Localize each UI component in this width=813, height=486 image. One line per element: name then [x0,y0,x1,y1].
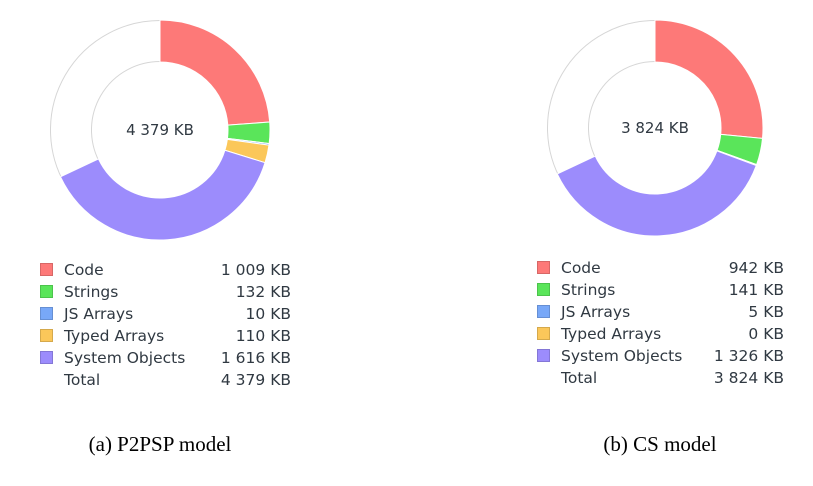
donut-chart-cs: 3 824 KB [547,19,764,237]
slice-code [159,19,271,126]
legend-total-value: 4 379 KB [220,371,291,389]
legend-label: Typed Arrays [64,327,165,345]
legend-value: 5 KB [748,303,784,321]
legend-total-label: Total [561,369,598,387]
legend-item-strings: Strings 132 KB [40,281,291,303]
legend-swatch [40,307,53,320]
center-total-label: 4 379 KB [126,121,194,139]
legend-label: Typed Arrays [561,325,662,343]
legend-value: 942 KB [728,259,784,277]
legend-swatch [537,349,550,362]
caption-p2psp: (a) P2PSP model [88,432,232,456]
legend-label: Code [64,261,104,279]
legend-item-js-arrays: JS Arrays 5 KB [537,301,784,323]
legend-item-js-arrays: JS Arrays 10 KB [40,303,291,325]
legend-item-typed-arrays: Typed Arrays 110 KB [40,325,291,347]
legend-item-code: Code 942 KB [537,257,784,279]
legend-item-strings: Strings 141 KB [537,279,784,301]
legend-swatch [40,263,53,276]
legend-swatch [40,285,53,298]
caption-cs: (b) CS model [603,432,717,456]
legend-swatch [537,283,550,296]
legend-value: 110 KB [235,327,291,345]
legend-label: Code [561,259,601,277]
legend-swatch [40,329,53,342]
donut-chart-p2psp: 4 379 KB [50,19,271,241]
legend-value: 1 009 KB [220,261,291,279]
legend-swatch [537,261,550,274]
legend-total-value: 3 824 KB [713,369,784,387]
legend-label: System Objects [561,347,683,365]
legend-total-label: Total [64,371,101,389]
legend-label: JS Arrays [561,303,631,321]
legend-label: Strings [561,281,616,299]
legend-value: 10 KB [245,305,291,323]
legend-p2psp: Code 1 009 KB Strings 132 KB JS Arrays 10 KB T… [40,259,291,391]
legend-item-system-objects: System Objects 1 616 KB [40,347,291,369]
legend-swatch [537,305,550,318]
slice-system-objects [556,150,757,237]
legend-label: Strings [64,283,119,301]
slice-system-objects [59,149,266,241]
center-total-label: 3 824 KB [621,119,689,137]
legend-total-row: Total 3 824 KB [537,367,784,389]
legend-total-row: Total 4 379 KB [40,369,291,391]
legend-value: 0 KB [748,325,784,343]
legend-label: JS Arrays [64,305,134,323]
chart-panel-cs: 3 824 KB Code 942 KB Strings 141 KB JS Array… [500,0,813,486]
chart-panel-p2psp: 4 379 KB Code 1 009 KB Strings 132 KB JS Arr… [0,0,400,486]
legend-cs: Code 942 KB Strings 141 KB JS Arrays 5 KB Type… [537,257,784,389]
legend-value: 141 KB [728,281,784,299]
legend-value: 1 616 KB [220,349,291,367]
legend-item-typed-arrays: Typed Arrays 0 KB [537,323,784,345]
legend-swatch [537,327,550,340]
legend-item-code: Code 1 009 KB [40,259,291,281]
legend-label: System Objects [64,349,186,367]
legend-value: 132 KB [235,283,291,301]
legend-item-system-objects: System Objects 1 326 KB [537,345,784,367]
legend-swatch [40,351,53,364]
legend-value: 1 326 KB [713,347,784,365]
